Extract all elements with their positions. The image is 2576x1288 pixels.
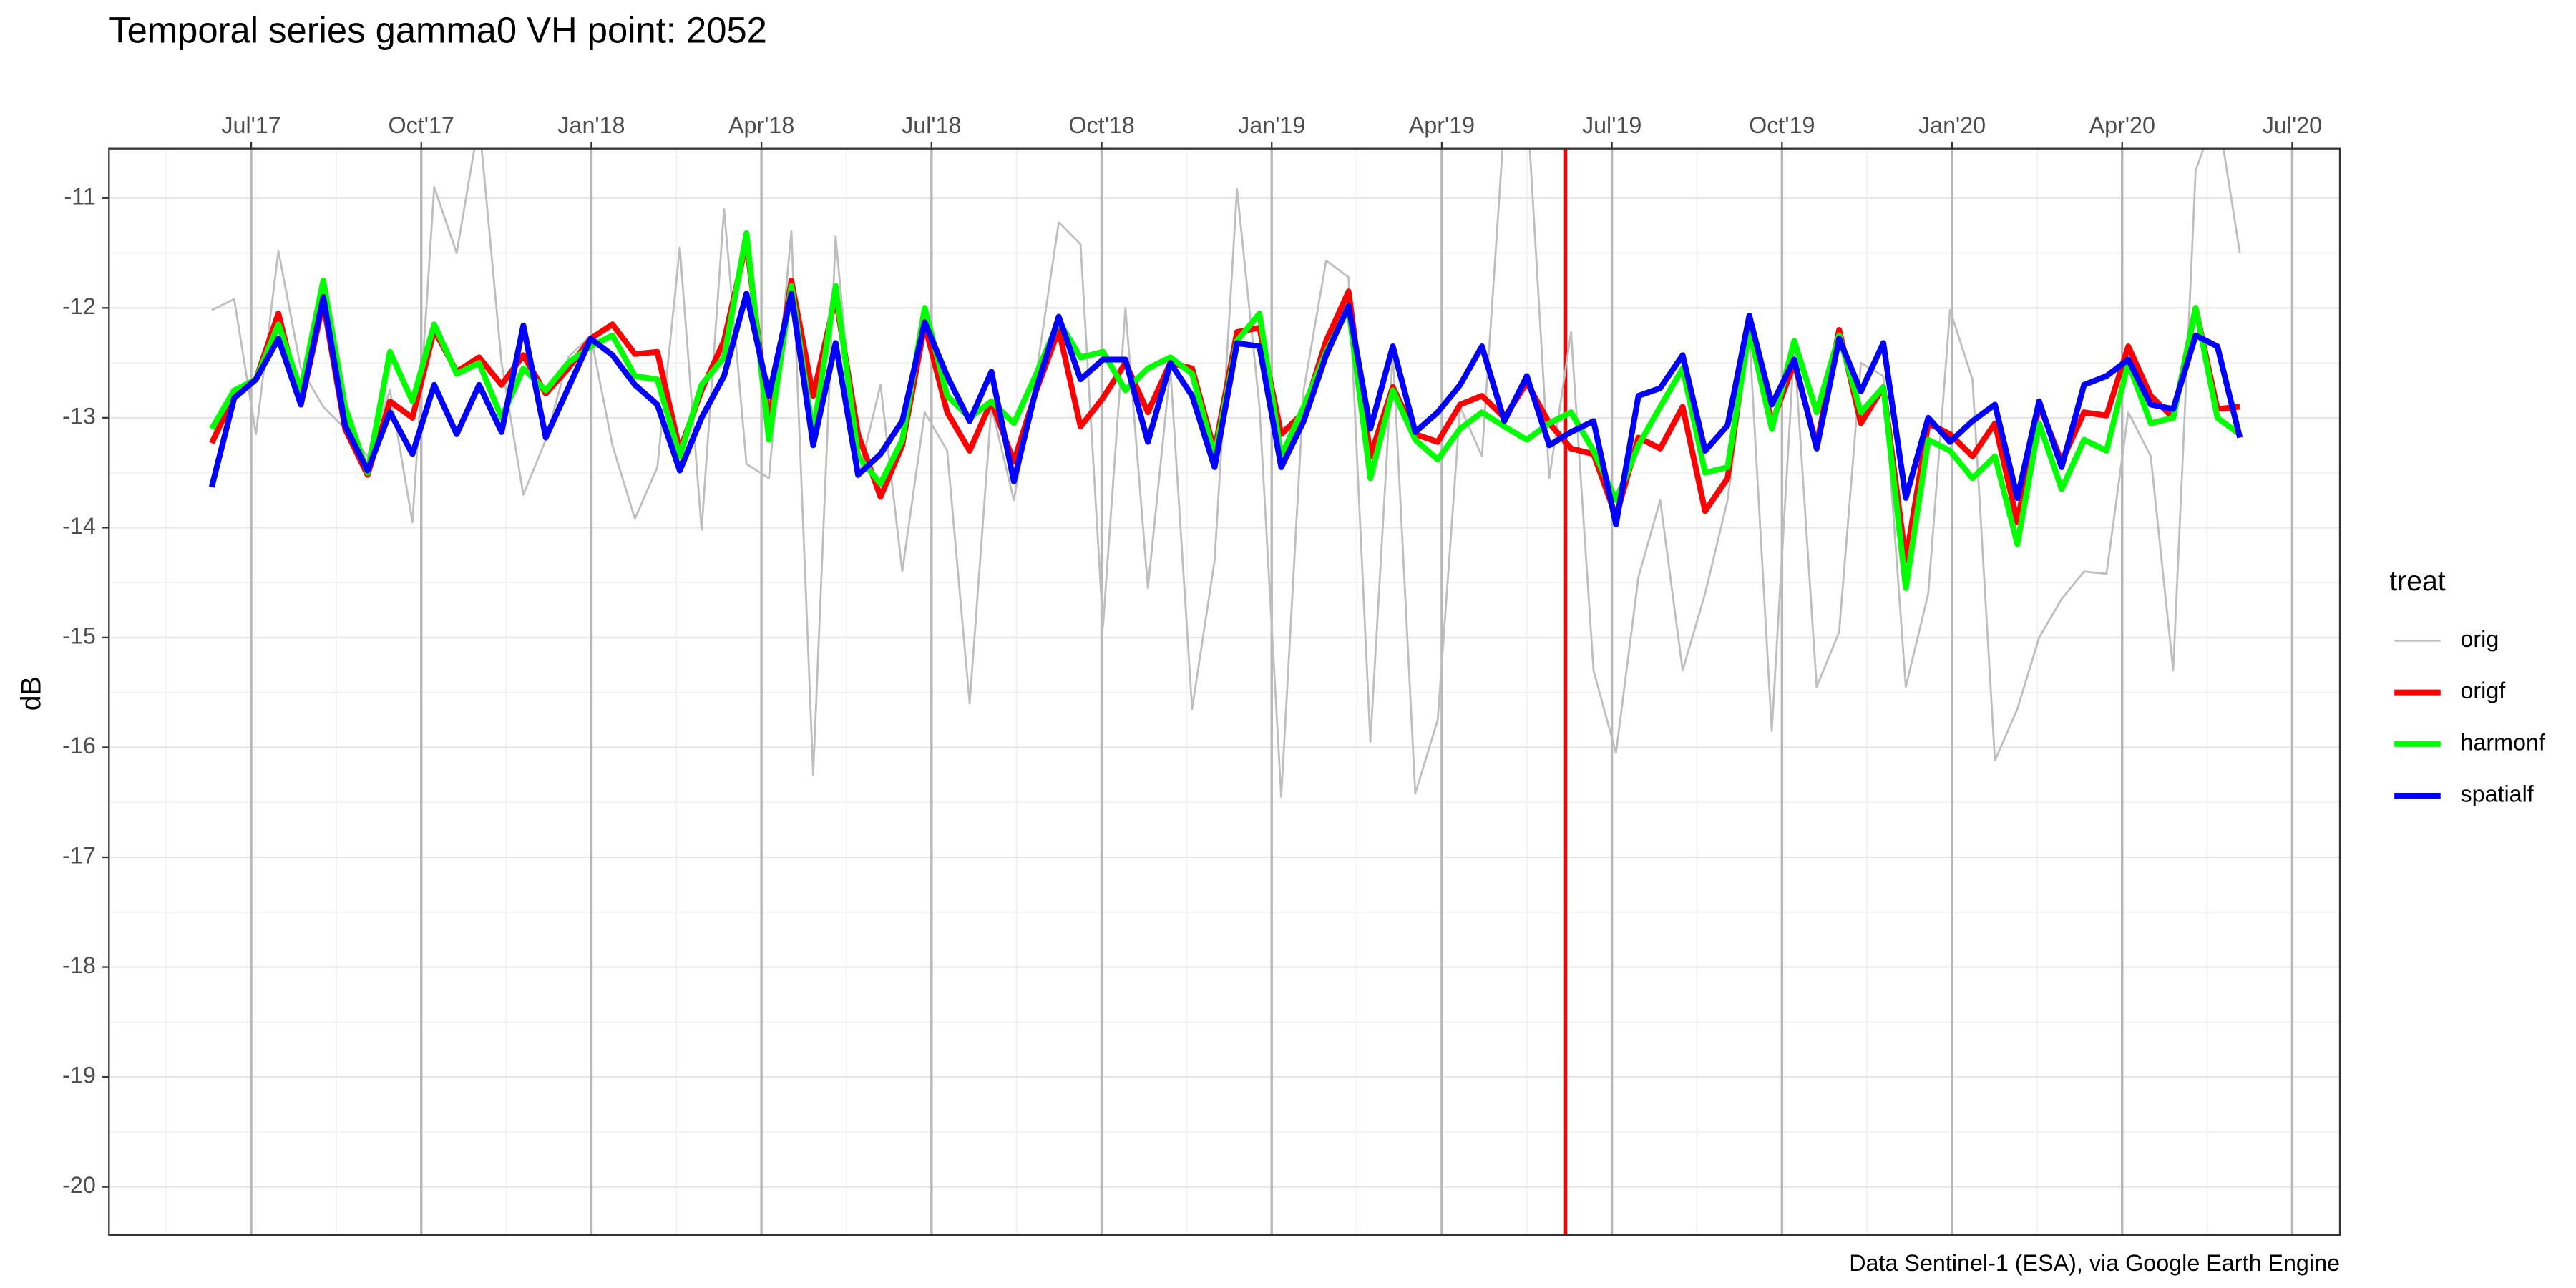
caption: Data Sentinel-1 (ESA), via Google Earth … [1849,1250,2340,1276]
x-tick-label: Oct'17 [389,112,454,138]
x-tick-label: Jul'17 [221,112,280,138]
y-tick-label: -18 [62,952,96,978]
plot-lines [208,148,2243,798]
y-tick-label: -19 [62,1063,96,1088]
x-tick-label: Oct'19 [1749,112,1815,138]
legend-label: harmonf [2460,729,2546,755]
y-tick-label: -13 [62,403,96,429]
x-tick-label: Oct'18 [1068,112,1134,138]
axes: -20 -19 -18 -17 -16 -15 -14 -13 -12 -11 Jul'17 Oct'… [62,112,2322,1198]
x-tick-label: Jan'20 [1918,112,1986,138]
grid [109,148,2340,1236]
y-tick-label: -12 [62,293,96,319]
y-tick-label: -15 [62,623,96,648]
y-tick-label: -16 [62,733,96,758]
x-tick-label: Jan'18 [557,112,625,138]
y-tick-label: -11 [64,183,96,209]
y-axis-label: dB [16,676,47,711]
y-tick-label: -20 [62,1172,96,1198]
y-tick-label: -14 [62,513,96,539]
x-tick-label: Jul'19 [1582,112,1641,138]
y-tick-label: -17 [62,843,96,869]
x-tick-label: Jul'18 [902,112,961,138]
x-tick-label: Jan'19 [1238,112,1305,138]
legend: orig origf harmonf spatialf [2394,626,2546,807]
legend-label: orig [2460,626,2499,652]
legend-title: treat [2389,565,2446,597]
panel-border [108,147,2341,1236]
legend-label: origf [2460,678,2506,703]
x-tick-label: Jul'20 [2263,112,2322,138]
chart-title: Temporal series gamma0 VH point: 2052 [109,10,767,51]
legend-label: spatialf [2460,781,2534,807]
x-tick-label: Apr'19 [1409,112,1475,138]
series-line [208,291,2243,527]
x-tick-label: Apr'18 [728,112,794,138]
x-tick-label: Apr'20 [2089,112,2155,138]
